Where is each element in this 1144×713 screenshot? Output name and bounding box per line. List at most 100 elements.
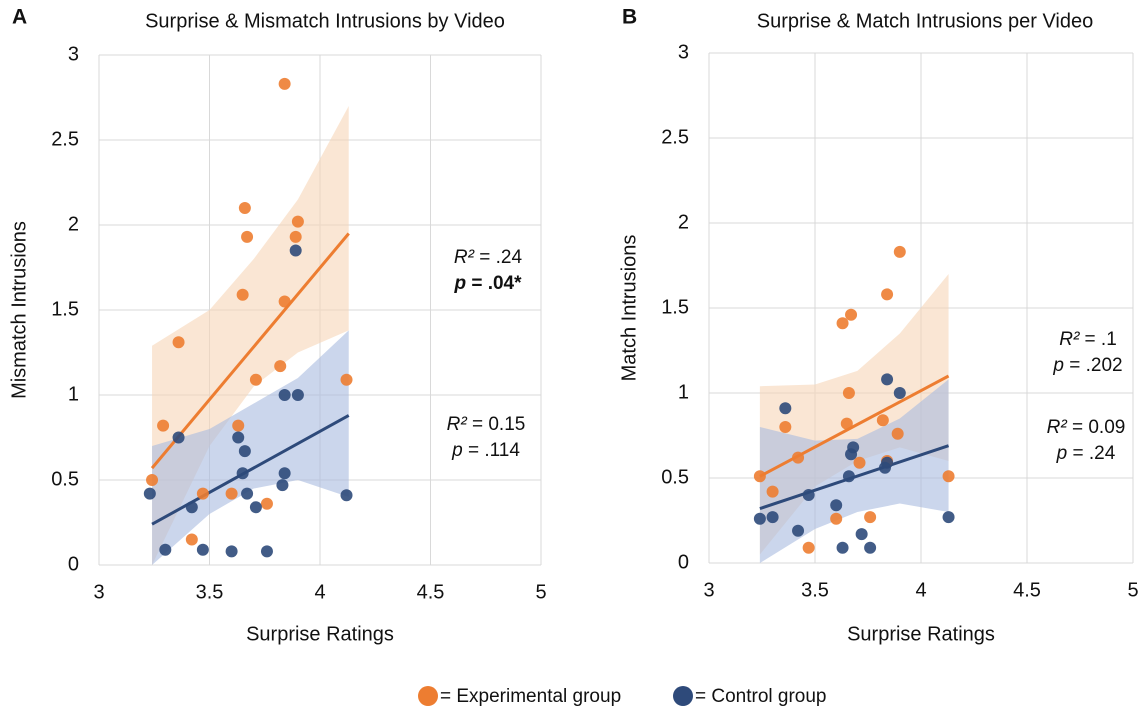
data-point (891, 427, 904, 440)
y-tick-label: 2 (68, 213, 79, 235)
x-tick-label: 3 (703, 579, 714, 601)
stat-value: = .24 (474, 247, 522, 268)
panel-letter: A (12, 6, 27, 29)
data-point (779, 402, 792, 415)
data-point (274, 360, 287, 373)
chart-title: Surprise & Mismatch Intrusions by Video (145, 10, 505, 32)
x-tick-label: 3.5 (801, 579, 829, 601)
data-point (864, 511, 877, 524)
data-point (881, 456, 894, 469)
confidence-band (152, 330, 349, 565)
data-point (143, 487, 156, 500)
data-point (225, 487, 238, 500)
data-point (260, 497, 273, 510)
data-point (238, 445, 251, 458)
data-point (836, 317, 849, 330)
data-point (942, 470, 955, 483)
stat-annotation: R² = .24 (454, 247, 523, 268)
y-tick-label: 1.5 (51, 298, 79, 320)
x-tick-label: 5 (535, 581, 546, 603)
stat-annotation: p = .114 (451, 440, 520, 461)
legend-marker (418, 686, 438, 706)
data-point (881, 373, 894, 386)
panel-letter: B (622, 6, 637, 29)
y-tick-label: 0 (678, 551, 689, 573)
data-point (249, 373, 262, 386)
data-point (855, 528, 868, 541)
y-tick-label: 2.5 (661, 126, 689, 148)
data-point (172, 431, 185, 444)
data-point (876, 414, 889, 427)
data-point (278, 467, 291, 480)
data-point (249, 501, 262, 514)
y-tick-label: 2 (678, 211, 689, 233)
confidence-band (759, 379, 949, 563)
y-tick-label: 3 (68, 43, 79, 65)
y-tick-label: 1.5 (661, 296, 689, 318)
data-point (881, 288, 894, 301)
stat-value: = .202 (1064, 355, 1123, 376)
stat-symbol: p (453, 273, 466, 294)
data-point (289, 244, 302, 257)
data-point (260, 545, 273, 558)
y-tick-label: 0.5 (51, 468, 79, 490)
data-point (753, 512, 766, 525)
data-point (276, 479, 289, 492)
data-point (238, 202, 251, 214)
stat-annotation: R² = .1 (1059, 329, 1117, 350)
data-point (836, 541, 849, 554)
data-point (340, 489, 353, 502)
x-tick-label: 4 (915, 579, 926, 601)
data-point (225, 545, 238, 558)
data-point (172, 336, 185, 349)
data-point (766, 511, 779, 524)
y-tick-label: 0.5 (661, 466, 689, 488)
data-point (241, 487, 254, 500)
stat-value: = .114 (463, 440, 521, 461)
data-point (893, 245, 906, 258)
stat-annotation: p = .202 (1052, 355, 1122, 376)
data-point (842, 387, 855, 399)
y-tick-label: 2.5 (51, 128, 79, 150)
data-point (942, 511, 955, 524)
data-point (196, 487, 209, 500)
data-point (291, 389, 304, 401)
data-point (853, 456, 866, 469)
legend-label: = Control group (695, 686, 827, 707)
data-point (196, 543, 209, 556)
trend-line (759, 374, 950, 478)
stat-value: = .1 (1079, 329, 1117, 350)
stat-annotation: p = .24 (1056, 443, 1116, 464)
data-point (291, 215, 304, 228)
stat-value: = 0.09 (1067, 417, 1126, 438)
data-point (278, 389, 291, 401)
stat-annotation: p = .04* (453, 273, 522, 294)
y-tick-label: 3 (678, 41, 689, 63)
x-tick-label: 4.5 (1013, 579, 1041, 601)
y-tick-label: 0 (68, 553, 79, 575)
stat-symbol: p (451, 440, 463, 461)
data-point (236, 288, 249, 301)
x-tick-label: 3.5 (196, 581, 224, 603)
data-point (842, 470, 855, 483)
panel: B Surprise & Match Intrusions per Video Su… (618, 6, 1138, 646)
y-tick-label: 1 (68, 383, 79, 405)
y-axis-label: Mismatch Intrusions (8, 221, 30, 399)
x-tick-label: 4.5 (417, 581, 445, 603)
data-point (830, 499, 843, 512)
data-point (792, 524, 805, 537)
stat-symbol: R² (1059, 329, 1080, 350)
stat-value: = 0.15 (467, 414, 526, 435)
x-tick-label: 3 (93, 581, 104, 603)
data-point (864, 541, 877, 554)
data-point (159, 543, 172, 556)
data-point (830, 512, 843, 525)
x-tick-label: 4 (314, 581, 325, 603)
stat-symbol: R² (1047, 417, 1068, 438)
stat-symbol: p (1052, 355, 1064, 376)
x-axis-label: Surprise Ratings (246, 623, 394, 645)
data-point (185, 501, 198, 514)
data-point (278, 295, 291, 308)
data-point (241, 230, 254, 243)
